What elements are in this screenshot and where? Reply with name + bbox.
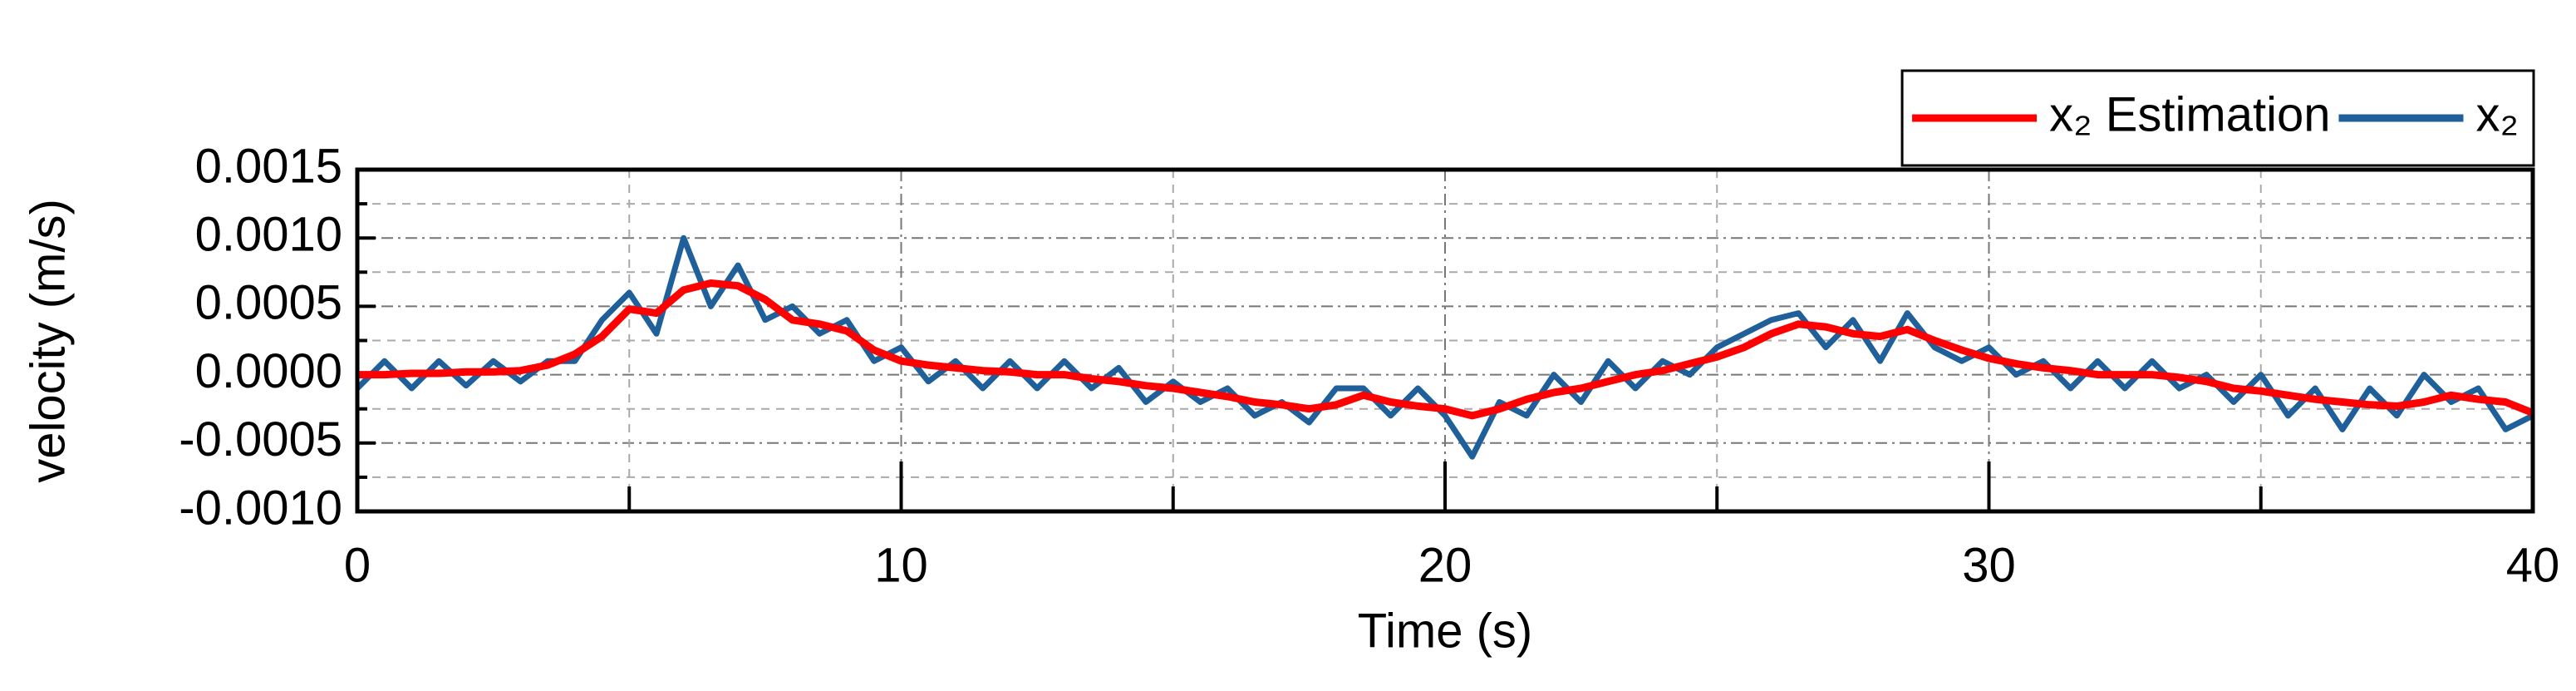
y-tick-label: -0.0010 [179, 481, 342, 535]
x-tick-label: 0 [344, 538, 371, 592]
x-tick-label: 10 [874, 538, 928, 592]
x-axis-label: Time (s) [1358, 604, 1532, 658]
legend-label: x₂ Estimation [2049, 87, 2330, 141]
legend: x₂ Estimation x₂ [1900, 69, 2535, 167]
y-tick-label: 0.0010 [195, 208, 342, 262]
y-tick-label: 0.0015 [195, 139, 342, 193]
legend-label: x₂ [2475, 87, 2519, 141]
y-tick-label: 0.0005 [195, 276, 342, 330]
plot-frame [355, 167, 2535, 514]
series-line [357, 279, 2534, 420]
x-tick-label: 40 [2506, 538, 2560, 592]
y-tick-label: 0.0000 [195, 344, 342, 398]
y-tick-label: -0.0005 [179, 412, 342, 466]
x-tick-label: 30 [1962, 538, 2016, 592]
x-tick-label: 20 [1418, 538, 1472, 592]
y-axis-label: velocity (m/s) [21, 199, 75, 483]
